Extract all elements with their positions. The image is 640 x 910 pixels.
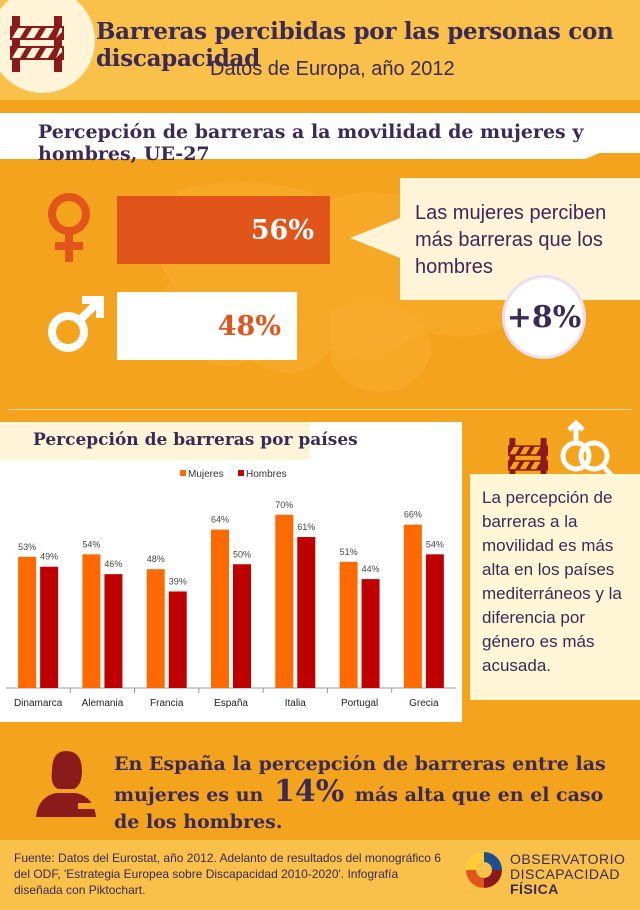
callout-shape [350,178,640,300]
legend-swatch [238,470,244,476]
info-text: La percepción de barreras a la movilidad… [482,488,622,675]
x-tick-label: Grecia [409,698,439,709]
bar-hombres-4 [297,537,316,688]
spain-percentage: 14% [273,774,345,809]
men-bar: 48% [117,292,297,360]
org-name-line2: DISCAPACIDAD [510,866,620,882]
org-name-line1: OBSERVATORIO [510,851,626,867]
section-banner [0,113,640,159]
page-subtitle: Datos de Europa, año 2012 [210,58,455,80]
x-tick-label: Portugal [341,698,378,709]
callout-text: Las mujeres perciben más barreras que lo… [415,202,607,278]
x-tick-label: Alemania [82,698,124,709]
odf-logo-icon [466,852,502,888]
x-tick-label: Francia [150,698,184,709]
bar-hombres-2 [168,591,187,688]
data-label: 48% [147,554,165,564]
bar-hombres-3 [233,564,251,688]
x-tick-label: España [214,698,248,709]
org-name: OBSERVATORIO DISCAPACIDAD FÍSICA [510,852,625,897]
women-value: 56% [250,214,314,246]
bar-hombres-0 [40,566,59,688]
bar-mujeres-2 [146,569,165,688]
source-note: Fuente: Datos del Eurostat, año 2012. Ad… [14,851,441,897]
data-label: 51% [340,547,358,557]
info-box [470,474,640,700]
bar-hombres-1 [104,574,123,688]
section-divider [8,409,632,410]
data-label: 54% [82,539,100,549]
chart-panel [0,422,462,722]
bar-hombres-6 [425,554,444,688]
difference-badge: +8% [502,275,586,359]
country-bar-chart: Mujeres Hombres 53% 49% Dinamarca 54% 46% Alema… [6,469,456,709]
data-label: 53% [18,542,36,552]
x-tick-label: Dinamarca [14,698,63,709]
legend-swatch [180,470,186,476]
bar-mujeres-3 [211,529,229,688]
gender-pair-icon [560,420,614,478]
bar-mujeres-6 [403,524,422,688]
legend-label: Mujeres [188,469,224,480]
data-label: 66% [404,510,422,520]
header [0,0,640,100]
spain-statement: En España la percepción de barreras entr… [114,751,634,836]
bar-mujeres-1 [82,554,101,688]
bar-mujeres-5 [339,561,358,688]
spain-text-after: más alta que en el caso de los hombres. [114,784,604,833]
data-label: 54% [426,539,444,549]
female-icon [48,193,90,262]
data-label: 39% [169,576,187,586]
data-label: 70% [275,500,293,510]
x-tick-label: Italia [285,698,307,709]
women-bar: 56% [117,196,330,264]
org-name-line3: FÍSICA [510,881,559,897]
data-label: 46% [104,559,122,569]
chart-title-background [0,422,310,460]
bar-mujeres-0 [18,556,37,688]
data-label: 61% [297,522,315,532]
bar-hombres-5 [361,579,380,688]
men-value: 48% [217,310,281,342]
legend-label: Hombres [246,469,287,480]
barrier-icon [507,437,549,480]
spain-text-before: En España la percepción de barreras entr… [114,753,606,806]
barrier-icon [10,16,64,72]
footer [0,840,640,910]
data-label: 64% [211,515,229,525]
page-title: Barreras percibidas por las personas con… [96,18,614,72]
male-icon [48,296,104,352]
woman-avatar-icon [36,751,98,817]
data-label: 49% [40,552,58,562]
data-label: 44% [362,564,380,574]
data-label: 50% [233,549,251,559]
mobility-heading: Percepción de barreras a la movilidad de… [38,121,584,165]
chart-heading: Percepción de barreras por países [33,430,358,450]
bar-mujeres-4 [275,514,294,688]
